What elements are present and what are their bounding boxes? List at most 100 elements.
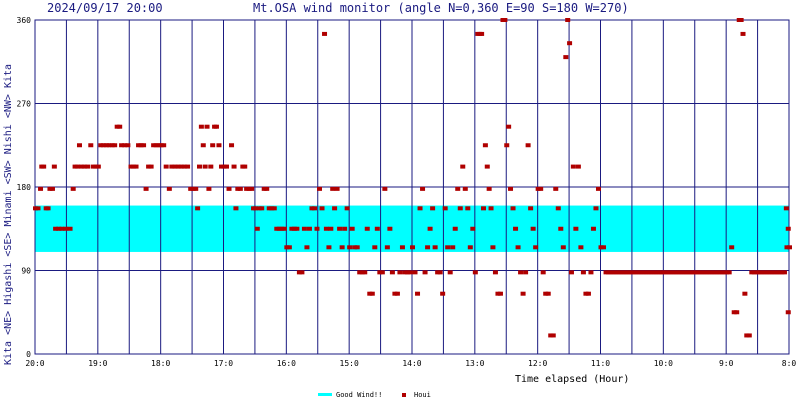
houi-point: [497, 291, 503, 296]
houi-point: [457, 206, 463, 211]
x-tick-label: 19:0: [88, 359, 107, 368]
houi-point: [104, 143, 110, 148]
houi-point: [726, 270, 732, 275]
houi-point: [404, 270, 410, 275]
houi-point: [678, 270, 684, 275]
houi-point: [218, 164, 224, 169]
x-tick-layer: 20:0 19:0 18:0 17:0 16:0 15:0 14:0 13:0 12:0 11:0…: [25, 359, 796, 368]
houi-point: [93, 164, 99, 169]
houi-point: [33, 206, 38, 211]
houi-point: [259, 206, 265, 211]
houi-point: [264, 186, 270, 191]
houi-point: [437, 270, 443, 275]
houi-point: [688, 270, 694, 275]
legend-band-label: Good Wind!!: [336, 391, 382, 399]
houi-point: [588, 270, 594, 275]
houi-point: [342, 226, 348, 231]
houi-point: [671, 270, 677, 275]
houi-point: [666, 270, 672, 275]
houi-point: [357, 270, 363, 275]
houi-point: [190, 186, 196, 191]
houi-point: [161, 143, 167, 148]
houi-point: [550, 333, 556, 338]
houi-point: [462, 186, 468, 191]
houi-point: [53, 226, 59, 231]
houi-point: [673, 270, 679, 275]
houi-point: [88, 143, 94, 148]
houi-point: [638, 270, 644, 275]
houi-point: [618, 270, 624, 275]
houi-point: [412, 270, 418, 275]
houi-point: [578, 245, 584, 250]
houi-point: [533, 245, 539, 250]
houi-point: [254, 226, 260, 231]
houi-point: [281, 226, 287, 231]
houi-point: [515, 245, 521, 250]
houi-point: [231, 164, 237, 169]
houi-point: [502, 18, 508, 22]
houi-point: [565, 18, 571, 22]
houi-point: [540, 270, 546, 275]
houi-point: [701, 270, 707, 275]
houi-point: [746, 333, 752, 338]
houi-point: [467, 245, 473, 250]
x-tick-label: 15:0: [340, 359, 359, 368]
houi-point: [626, 270, 632, 275]
houi-point: [384, 245, 390, 250]
houi-point: [198, 124, 204, 129]
houi-point: [470, 226, 476, 231]
houi-point: [317, 186, 323, 191]
x-tick-label: 17:0: [214, 359, 233, 368]
houi-point: [706, 270, 712, 275]
houi-point: [555, 206, 561, 211]
houi-point: [106, 143, 112, 148]
houi-point: [696, 270, 702, 275]
houi-point: [146, 164, 152, 169]
houi-point: [59, 226, 65, 231]
houi-point: [548, 333, 554, 338]
houi-point: [452, 226, 458, 231]
houi-point: [332, 206, 338, 211]
houi-point: [430, 206, 436, 211]
houi-point: [525, 143, 531, 148]
houi-point: [481, 206, 487, 211]
houi-point: [249, 186, 255, 191]
houi-point: [85, 164, 91, 169]
houi-point: [67, 226, 73, 231]
houi-point: [759, 270, 765, 275]
houi-point: [422, 270, 428, 275]
houi-point: [158, 143, 164, 148]
houi-point: [460, 164, 466, 169]
houi-point: [648, 270, 654, 275]
houi-point: [112, 143, 118, 148]
x-tick-label: 8:0: [782, 359, 797, 368]
houi-point: [633, 270, 639, 275]
houi-point: [122, 143, 128, 148]
houi-point: [504, 143, 510, 148]
houi-point: [749, 270, 755, 275]
houi-point: [613, 270, 619, 275]
houi-point: [175, 164, 181, 169]
x-axis-title: Time elapsed (Hour): [515, 374, 629, 385]
houi-point: [286, 245, 292, 250]
houi-point: [593, 206, 599, 211]
houi-point: [440, 291, 446, 296]
houi-point: [641, 270, 647, 275]
houi-point: [764, 270, 770, 275]
houi-point: [417, 206, 423, 211]
houi-point: [455, 186, 461, 191]
houi-point: [397, 270, 403, 275]
y-tick-label: 270: [17, 100, 32, 109]
y-tick-label: 90: [21, 267, 31, 276]
houi-point: [783, 206, 789, 211]
x-tick-label: 13:0: [465, 359, 484, 368]
houi-point: [568, 270, 574, 275]
houi-point: [299, 270, 305, 275]
houi-point: [359, 270, 365, 275]
houi-point: [694, 270, 700, 275]
houi-point: [744, 333, 750, 338]
y-tick-label: 0: [26, 350, 31, 359]
houi-point: [382, 186, 388, 191]
houi-point: [716, 270, 722, 275]
houi-point: [204, 124, 210, 129]
